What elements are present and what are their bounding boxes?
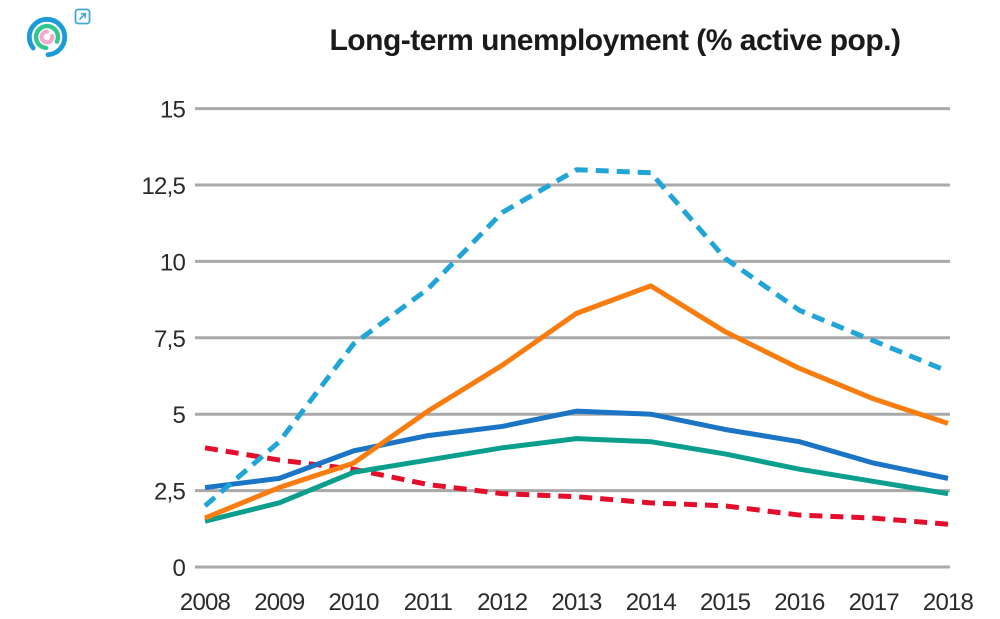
middle-arc [33,23,61,51]
external-link-icon[interactable] [74,8,91,25]
x-axis-label: 2018 [923,589,974,616]
y-axis-label: 10 [160,249,186,276]
x-axis-label: 2009 [254,589,305,616]
x-axis-label: 2008 [180,589,231,616]
x-axis-label: 2010 [328,589,379,616]
external-link-arrow [78,12,87,21]
x-axis-label: 2014 [626,589,677,616]
y-axis-label: 12,5 [141,173,185,200]
logo-link[interactable] [22,8,98,62]
x-axis-label: 2013 [551,589,602,616]
x-axis-label: 2011 [404,589,453,616]
y-axis-label: 0 [172,555,185,582]
y-axis-label: 2,5 [154,479,185,506]
series-blue-line [204,408,949,491]
series-teal-line [204,436,949,524]
x-axis-label: 2015 [700,589,751,616]
series-dashed-cyan-line [203,167,949,508]
chart-title: Long-term unemployment (% active pop.) [329,24,901,57]
y-axis-label: 7,5 [154,326,185,353]
outer-arc [26,16,68,58]
inner-arc [39,29,55,45]
x-axis-label: 2016 [774,589,825,616]
x-axis-label: 2012 [477,589,528,616]
y-axis-label: 5 [172,402,185,429]
series-orange-line [204,283,949,521]
y-axis-label: 15 [160,97,186,124]
concentric-arcs-logo-icon [26,16,68,58]
x-axis-label: 2017 [849,589,900,616]
